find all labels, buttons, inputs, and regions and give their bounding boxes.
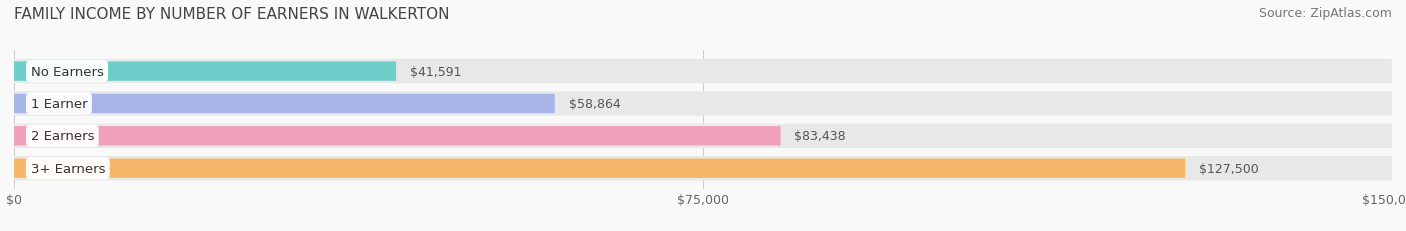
Text: 1 Earner: 1 Earner — [31, 97, 87, 110]
FancyBboxPatch shape — [14, 159, 1185, 178]
FancyBboxPatch shape — [14, 124, 1392, 148]
FancyBboxPatch shape — [14, 94, 555, 114]
Text: $58,864: $58,864 — [568, 97, 620, 110]
FancyBboxPatch shape — [14, 156, 1392, 181]
Text: $127,500: $127,500 — [1199, 162, 1258, 175]
Text: $83,438: $83,438 — [794, 130, 846, 143]
Text: 3+ Earners: 3+ Earners — [31, 162, 105, 175]
FancyBboxPatch shape — [14, 127, 780, 146]
FancyBboxPatch shape — [14, 62, 396, 82]
Text: FAMILY INCOME BY NUMBER OF EARNERS IN WALKERTON: FAMILY INCOME BY NUMBER OF EARNERS IN WA… — [14, 7, 450, 22]
Text: 2 Earners: 2 Earners — [31, 130, 94, 143]
FancyBboxPatch shape — [14, 60, 1392, 84]
Text: $41,591: $41,591 — [411, 65, 461, 78]
FancyBboxPatch shape — [14, 92, 1392, 116]
Text: Source: ZipAtlas.com: Source: ZipAtlas.com — [1258, 7, 1392, 20]
Text: No Earners: No Earners — [31, 65, 104, 78]
